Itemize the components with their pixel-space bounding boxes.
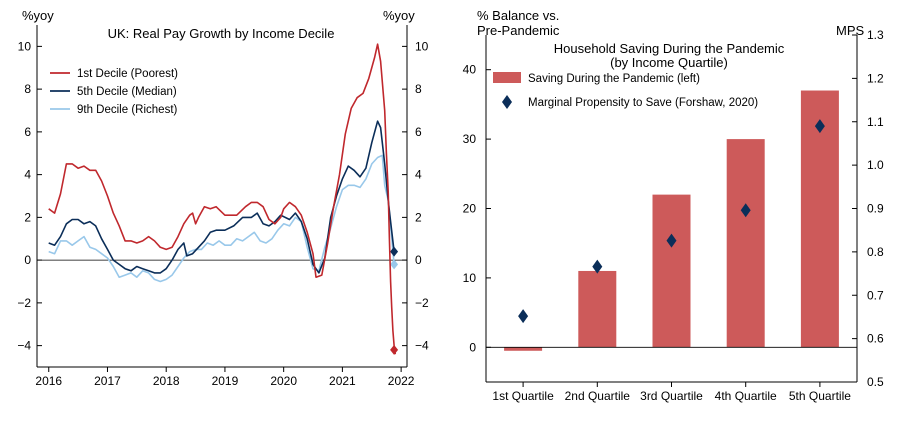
mps-marker <box>518 309 529 324</box>
x-tick-label: 4th Quartile <box>715 389 777 403</box>
y-tick-label-left: 30 <box>463 132 477 146</box>
mps-marker <box>814 119 825 134</box>
x-tick-label: 2016 <box>35 374 62 388</box>
y-tick-label-right: 0 <box>415 253 422 267</box>
legend-label: 5th Decile (Median) <box>77 86 177 98</box>
y-tick-label-right: 2 <box>415 210 422 224</box>
left-axis-unit-label: %yoy <box>22 8 54 23</box>
y-tick-label-left: 6 <box>24 125 31 139</box>
legend-label: 9th Decile (Richest) <box>77 104 178 116</box>
x-tick-label: 2017 <box>94 374 121 388</box>
saving-bar <box>652 194 691 348</box>
y-tick-label-right: 10 <box>415 39 429 53</box>
y-tick-label-left: 2 <box>24 210 31 224</box>
right-chart-title: Household Saving During the Pandemic <box>554 41 785 56</box>
y-tick-label-right: 0.5 <box>867 375 884 389</box>
mps-marker <box>592 259 603 274</box>
y-tick-label-right: 4 <box>415 168 422 182</box>
right-chart-right-axis-label: MPS <box>836 23 865 38</box>
saving-bar <box>726 139 765 348</box>
mps-marker <box>666 233 677 248</box>
y-tick-label-right: 0.8 <box>867 245 884 259</box>
legend-label: Marginal Propensity to Save (Forshaw, 20… <box>528 97 758 109</box>
legend-label: 1st Decile (Poorest) <box>77 68 178 80</box>
y-tick-label-left: 0 <box>24 253 31 267</box>
y-tick-label-right: 8 <box>415 82 422 96</box>
x-tick-label: 2020 <box>270 374 297 388</box>
y-tick-label-left: 8 <box>24 82 31 96</box>
y-tick-label-right: 0.9 <box>867 202 884 216</box>
right-chart: % Balance vs. Pre-Pandemic MPS Household… <box>463 8 884 403</box>
y-tick-label-left: −4 <box>17 339 31 353</box>
right-chart-left-axis-label-line2: Pre-Pandemic <box>477 23 560 38</box>
legend-marker-swatch <box>502 95 512 109</box>
series-end-marker-1 <box>390 344 399 355</box>
legend-label: Saving During the Pandemic (left) <box>528 73 700 85</box>
x-tick-label: 2021 <box>329 374 356 388</box>
x-tick-label: 5th Quartile <box>789 389 851 403</box>
x-tick-label: 2019 <box>212 374 239 388</box>
series-line-2 <box>48 120 395 274</box>
y-tick-label-left: 10 <box>18 39 32 53</box>
x-tick-label: 3rd Quartile <box>640 389 703 403</box>
y-tick-label-right: 0.6 <box>867 332 884 346</box>
y-tick-label-left: 20 <box>463 202 477 216</box>
y-tick-label-left: 10 <box>463 271 477 285</box>
left-chart: UK: Real Pay Growth by Income Decile %yo… <box>17 8 429 388</box>
x-tick-label: 2022 <box>388 374 415 388</box>
right-axis-unit-label: %yoy <box>383 8 415 23</box>
x-tick-label: 2018 <box>153 374 180 388</box>
saving-bar <box>504 347 543 351</box>
y-tick-label-right: −4 <box>415 339 429 353</box>
x-tick-label: 1st Quartile <box>492 389 554 403</box>
y-tick-label-left: 40 <box>463 63 477 77</box>
series-line-1 <box>48 43 397 355</box>
y-tick-label-right: 1.0 <box>867 158 884 172</box>
legend-bar-swatch <box>493 72 521 83</box>
y-tick-label-right: 1.3 <box>867 28 884 42</box>
left-chart-title: UK: Real Pay Growth by Income Decile <box>108 26 335 41</box>
y-tick-label-right: 0.7 <box>867 288 884 302</box>
saving-bar <box>800 90 839 348</box>
y-tick-label-right: 6 <box>415 125 422 139</box>
y-tick-label-right: 1.1 <box>867 115 884 129</box>
y-tick-label-right: 1.2 <box>867 71 884 85</box>
x-tick-label: 2nd Quartile <box>565 389 631 403</box>
series-end-marker-2 <box>390 246 399 257</box>
series-end-marker-3 <box>390 259 399 270</box>
right-chart-subtitle: (by Income Quartile) <box>610 55 728 70</box>
right-chart-left-axis-label-line1: % Balance vs. <box>477 8 559 23</box>
y-tick-label-right: −2 <box>415 296 429 310</box>
mps-marker <box>740 203 751 218</box>
y-tick-label-left: 4 <box>24 168 31 182</box>
y-tick-label-left: −2 <box>17 296 31 310</box>
series-line-3 <box>48 154 395 283</box>
saving-bar <box>578 270 617 348</box>
y-tick-label-left: 0 <box>469 340 476 354</box>
